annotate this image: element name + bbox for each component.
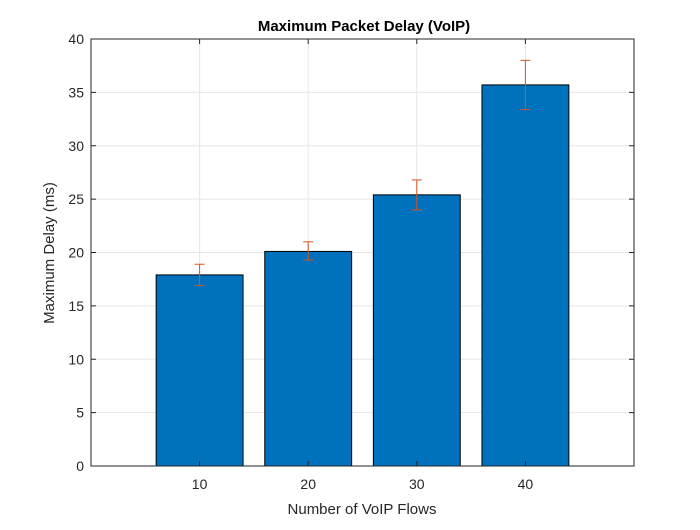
error-bar-10 <box>194 263 205 287</box>
x-tick-label: 40 <box>518 476 534 492</box>
error-bar-20 <box>303 241 314 261</box>
bar-40 <box>481 84 570 467</box>
error-bars-layer <box>194 59 531 287</box>
y-axis-label: Maximum Delay (ms) <box>41 182 58 324</box>
y-tick-label: 40 <box>68 31 84 47</box>
labels-layer: Maximum Packet Delay (VoIP) Number of Vo… <box>41 18 470 518</box>
error-bar-40 <box>520 59 531 110</box>
y-tick-label: 25 <box>68 191 84 207</box>
y-tick-label: 30 <box>68 138 84 154</box>
y-tick-label: 0 <box>76 458 84 474</box>
x-tick-label: 30 <box>409 476 425 492</box>
y-tick-label: 35 <box>68 84 84 100</box>
y-tick-label: 15 <box>68 298 84 314</box>
y-tick-label: 20 <box>68 245 84 261</box>
bar-10 <box>155 274 244 467</box>
error-bar-30 <box>411 179 422 211</box>
x-axis-label: Number of VoIP Flows <box>288 501 437 518</box>
x-tick-label: 10 <box>192 476 208 492</box>
chart-title: Maximum Packet Delay (VoIP) <box>258 18 470 35</box>
axes-layer: 0 5 10 15 20 25 30 35 40 10 20 30 40 <box>68 31 635 492</box>
bar-20 <box>264 250 353 467</box>
bar-30 <box>372 194 461 467</box>
y-tick-label: 5 <box>76 405 84 421</box>
bars-layer <box>155 84 570 467</box>
x-tick-label: 20 <box>300 476 316 492</box>
y-tick-label: 10 <box>68 351 84 367</box>
